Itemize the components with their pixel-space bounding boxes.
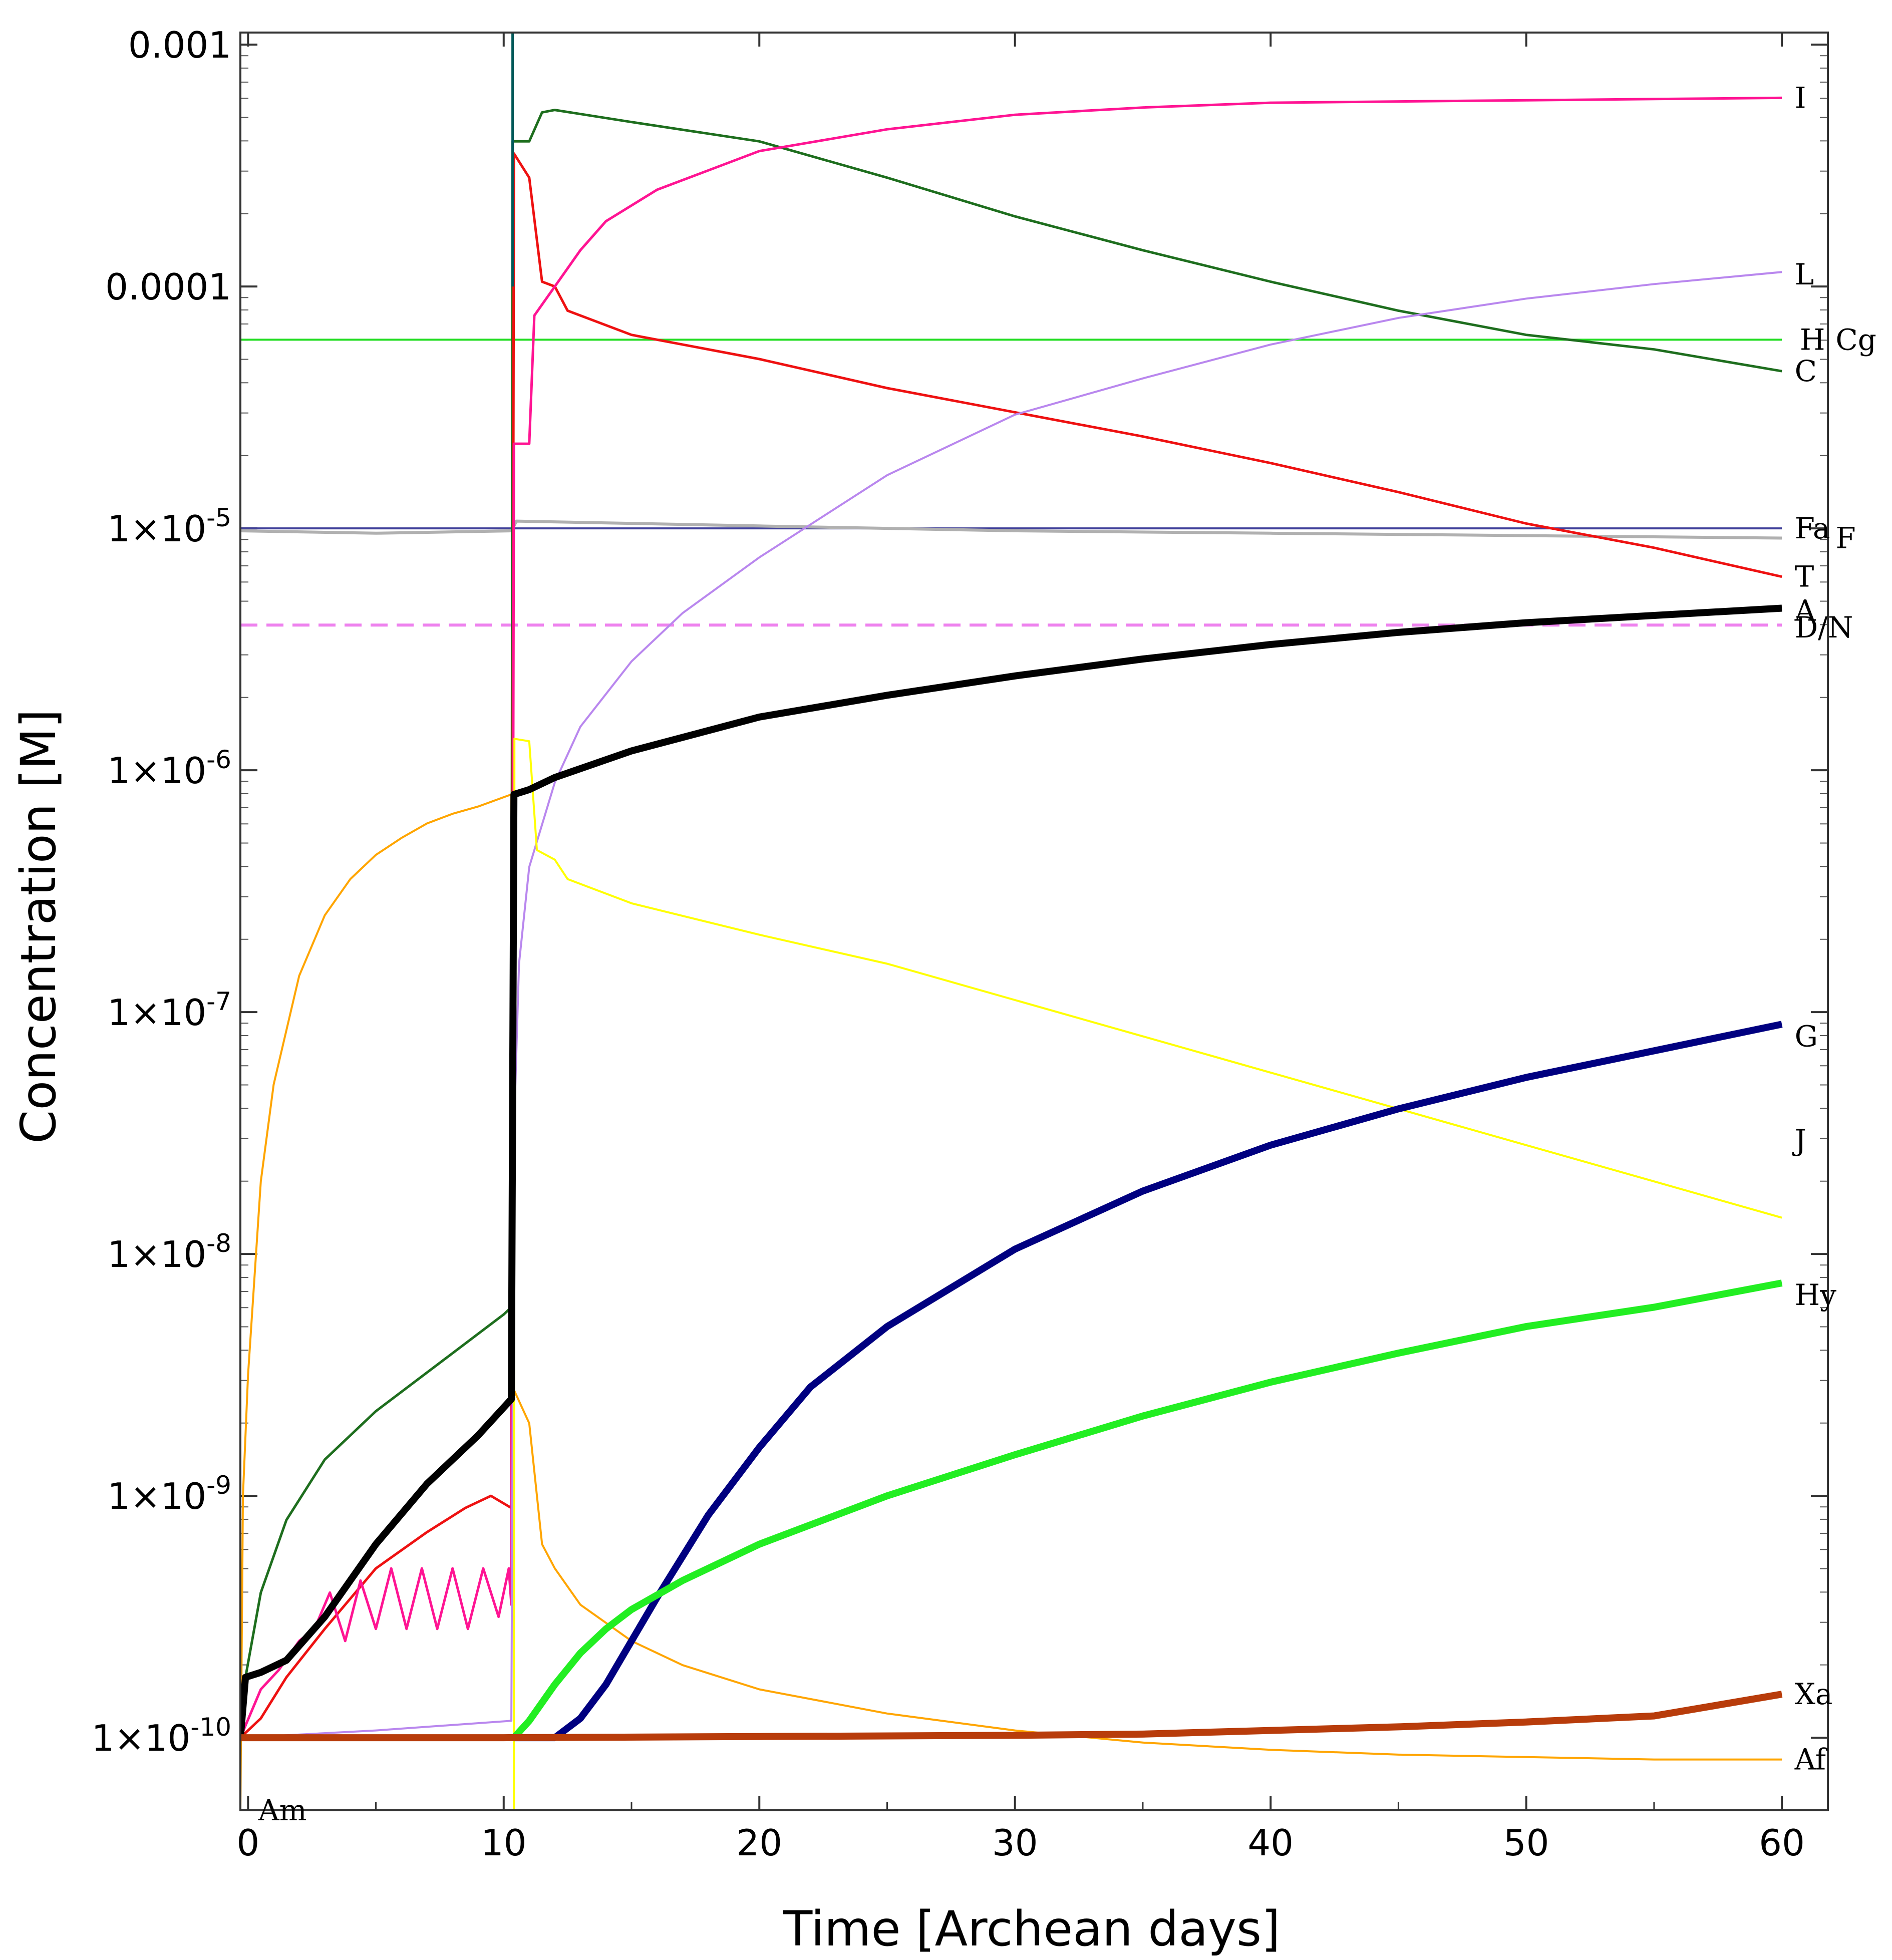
y-tick-label: 1×10-6 [107, 745, 231, 792]
series-label: G [1795, 1019, 1818, 1053]
series-label: A [1794, 593, 1816, 627]
x-axis-title: Time [Archean days] [783, 1901, 1281, 1957]
series-label: Am [258, 1793, 307, 1827]
x-tick-label: 20 [736, 1822, 782, 1864]
series-label: Hy [1795, 1278, 1837, 1312]
series-line-l [240, 271, 1782, 1739]
series-label: I [1795, 81, 1806, 115]
x-tick-label: 40 [1247, 1822, 1294, 1864]
x-tick-label: 0 [236, 1822, 259, 1864]
series-label: T [1795, 560, 1814, 594]
y-tick-label: 1×10-5 [107, 503, 231, 550]
y-tick-label: 1×10-9 [107, 1471, 231, 1517]
y-tick-label: 0.001 [128, 24, 231, 66]
y-axis-title: Concentration [M] [11, 709, 67, 1143]
y-tick-label: 1×10-10 [92, 1713, 231, 1759]
series-label: C [1795, 354, 1817, 388]
tick-labels: 0 10 20 30 40 50 60 1×10-10 1×10-9 1×10-8 1×10-7 1×… [92, 24, 1805, 1864]
series-line-black [240, 604, 1782, 1738]
series-label: J [1792, 1123, 1806, 1157]
series-line-c [240, 109, 1782, 1738]
series-label: H [1800, 322, 1825, 357]
series-label: F [1835, 521, 1855, 555]
y-tick-label: 1×10-8 [107, 1229, 231, 1275]
series-line-hy [511, 1279, 1783, 1740]
x-tick-label: 50 [1503, 1822, 1549, 1864]
series-line-g [514, 1021, 1783, 1742]
series-line-j [513, 738, 1782, 1810]
series-line-i [240, 96, 1782, 1739]
series-label: Fa [1795, 511, 1830, 545]
tick-marks [240, 33, 1828, 1810]
series-group [240, 33, 1783, 1810]
series-label: L [1795, 257, 1814, 291]
series-label: Af [1794, 1743, 1828, 1777]
series-label: Xa [1795, 1677, 1833, 1711]
x-tick-label: 60 [1759, 1822, 1805, 1864]
y-tick-label: 0.0001 [105, 266, 231, 308]
series-label: D/N [1795, 610, 1853, 644]
x-tick-label: 10 [481, 1822, 527, 1864]
series-line-t [240, 152, 1782, 1739]
series-label: Cg [1835, 322, 1876, 357]
y-tick-label: 1×10-7 [107, 987, 231, 1034]
x-tick-label: 30 [992, 1822, 1038, 1864]
series-line-xa [240, 1691, 1783, 1742]
series-line-f [240, 519, 1782, 540]
series-line-af [240, 793, 1782, 1810]
plot-frame [239, 32, 1829, 1811]
